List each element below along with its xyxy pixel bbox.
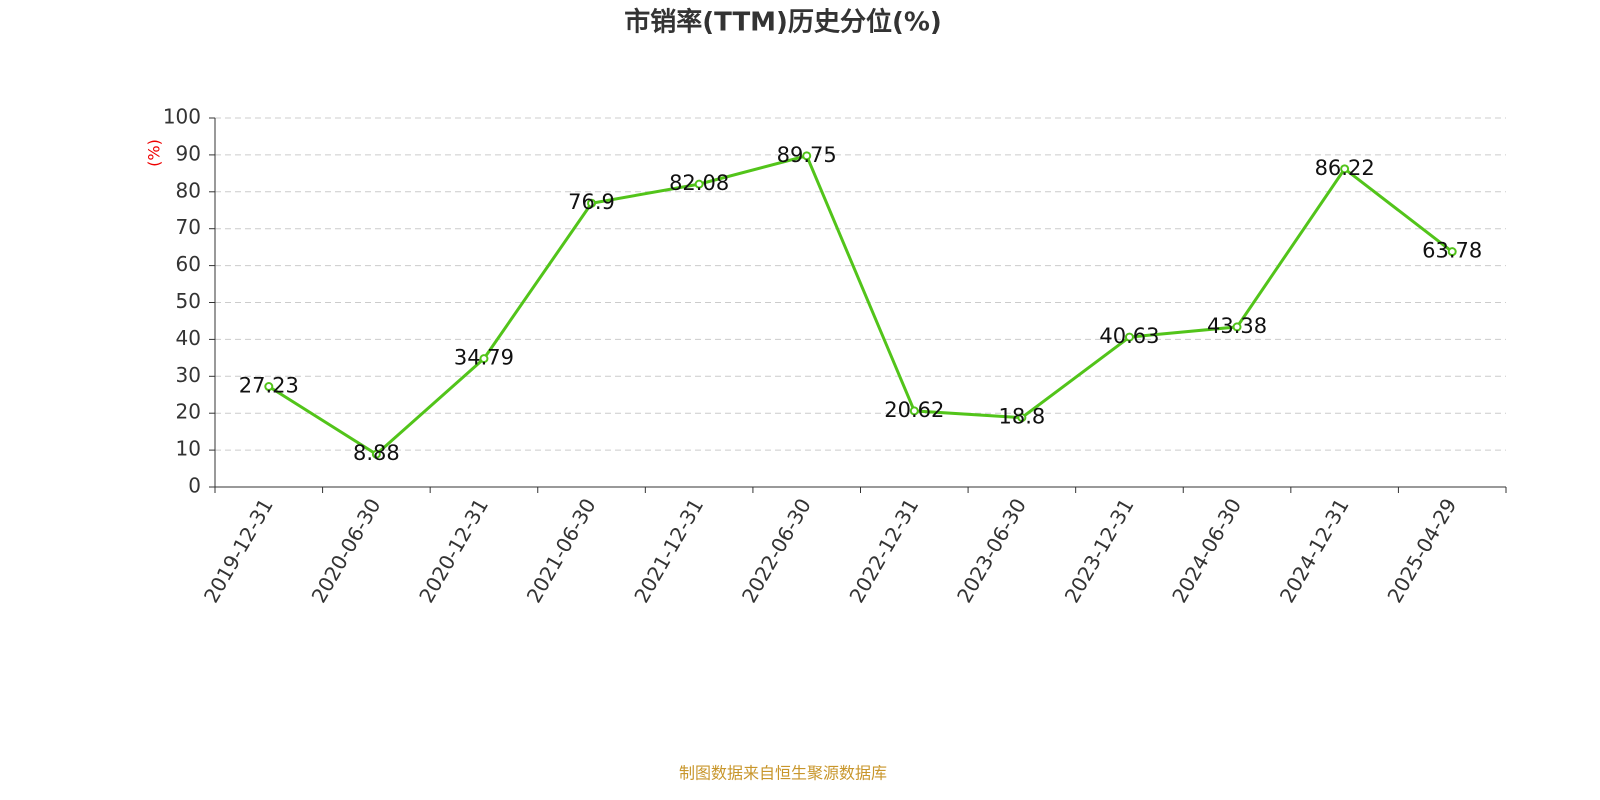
point: [1447, 247, 1457, 257]
x-tick-label: 2023-12-31: [1060, 494, 1139, 607]
x-tick-label: 2020-06-30: [307, 494, 386, 607]
data-label: 40.63: [1099, 324, 1159, 348]
point: [1232, 322, 1242, 332]
point: [694, 179, 704, 189]
point: [371, 449, 381, 459]
y-tick-label: 70: [176, 215, 201, 239]
x-tick-label: 2024-06-30: [1167, 494, 1246, 607]
y-tick-label: 50: [176, 289, 201, 313]
y-tick-label: 40: [176, 326, 201, 350]
point: [479, 354, 489, 364]
x-tick-label: 2022-12-31: [844, 494, 923, 607]
data-label: 43.38: [1207, 314, 1267, 338]
x-tick-label: 2024-12-31: [1275, 494, 1354, 607]
x-tick-label: 2021-12-31: [629, 494, 708, 607]
source-note: 制图数据来自恒生聚源数据库: [679, 764, 887, 783]
point: [802, 151, 812, 161]
y-axis-label: (%): [145, 139, 164, 167]
y-tick-label: 90: [176, 141, 201, 165]
y-tick-label: 30: [176, 363, 201, 387]
data-label: 8.88: [353, 441, 400, 465]
point: [587, 198, 597, 208]
data-label: 76.9: [568, 190, 615, 214]
x-tick-label: 2022-06-30: [737, 494, 816, 607]
x-tick-label: 2025-04-29: [1382, 494, 1461, 607]
y-tick-label: 60: [176, 252, 201, 276]
y-tick-label: 100: [163, 105, 201, 129]
x-tick-label: 2021-06-30: [522, 494, 601, 607]
point: [1124, 332, 1134, 342]
x-tick-label: 2020-12-31: [414, 494, 493, 607]
point: [909, 406, 919, 416]
data-label: 86.22: [1315, 156, 1375, 180]
data-label: 27.23: [239, 374, 299, 398]
data-label: 18.8: [998, 405, 1045, 429]
point: [264, 382, 274, 392]
x-tick-label: 2019-12-31: [199, 494, 278, 607]
line: [267, 154, 1454, 457]
data-label: 34.79: [454, 346, 514, 370]
point: [1017, 413, 1027, 423]
data-label: 89.75: [777, 143, 837, 167]
x-tick-label: 2023-06-30: [952, 494, 1031, 607]
y-tick-label: 10: [176, 437, 201, 461]
data-label: 63.78: [1422, 239, 1482, 263]
y-tick-label: 0: [188, 474, 201, 498]
data-label: 20.62: [884, 398, 944, 422]
chart-title: 市销率(TTM)历史分位(%): [624, 7, 942, 38]
data-label: 82.08: [669, 171, 729, 195]
y-tick-label: 80: [176, 178, 201, 202]
y-tick-label: 20: [176, 400, 201, 424]
point: [1340, 164, 1350, 174]
